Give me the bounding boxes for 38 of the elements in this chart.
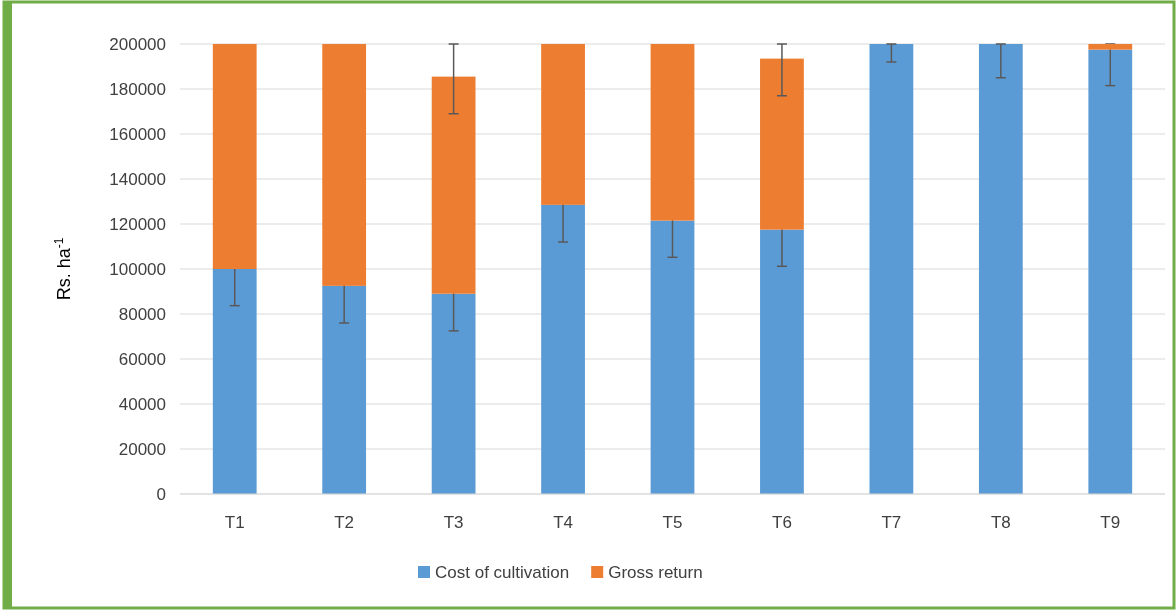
y-tick-label: 0: [156, 484, 166, 504]
bar: [322, 285, 367, 494]
legend-label: Gross return: [608, 563, 703, 582]
bar: [760, 229, 804, 494]
bar: [1088, 49, 1133, 494]
bar: [869, 44, 914, 494]
y-tick-label: 80000: [118, 304, 166, 324]
y-tick-label: 100000: [109, 259, 166, 279]
bar: [650, 220, 695, 494]
y-tick-label: 40000: [118, 394, 166, 414]
y-tick-label: 120000: [109, 214, 166, 234]
x-tick-label: T2: [334, 513, 355, 532]
bar: [650, 44, 695, 221]
bar: [760, 58, 804, 230]
bar: [322, 44, 367, 286]
bar: [978, 44, 1023, 494]
bar: [1088, 44, 1133, 50]
y-tick-label: 140000: [109, 169, 166, 189]
bar: [541, 44, 585, 205]
x-tick-label: T5: [662, 513, 683, 532]
bar: [431, 293, 476, 494]
legend-label: Cost of cultivation: [435, 563, 570, 582]
bar: [212, 269, 257, 494]
x-tick-label: T7: [881, 513, 902, 532]
bar: [431, 76, 476, 294]
y-tick-label: 200000: [109, 34, 166, 54]
x-tick-label: T3: [443, 513, 464, 532]
x-tick-label: T6: [772, 513, 792, 532]
x-tick-label: T4: [553, 513, 573, 532]
y-tick-label: 60000: [118, 349, 166, 369]
y-tick-label: 180000: [109, 79, 166, 99]
bar: [541, 204, 585, 494]
x-tick-label: T8: [990, 513, 1011, 532]
y-tick-label: 160000: [109, 124, 166, 144]
bar: [212, 44, 257, 269]
y-tick-label: 20000: [118, 439, 166, 459]
x-tick-label: T9: [1100, 513, 1121, 532]
x-tick-label: T1: [224, 513, 245, 532]
